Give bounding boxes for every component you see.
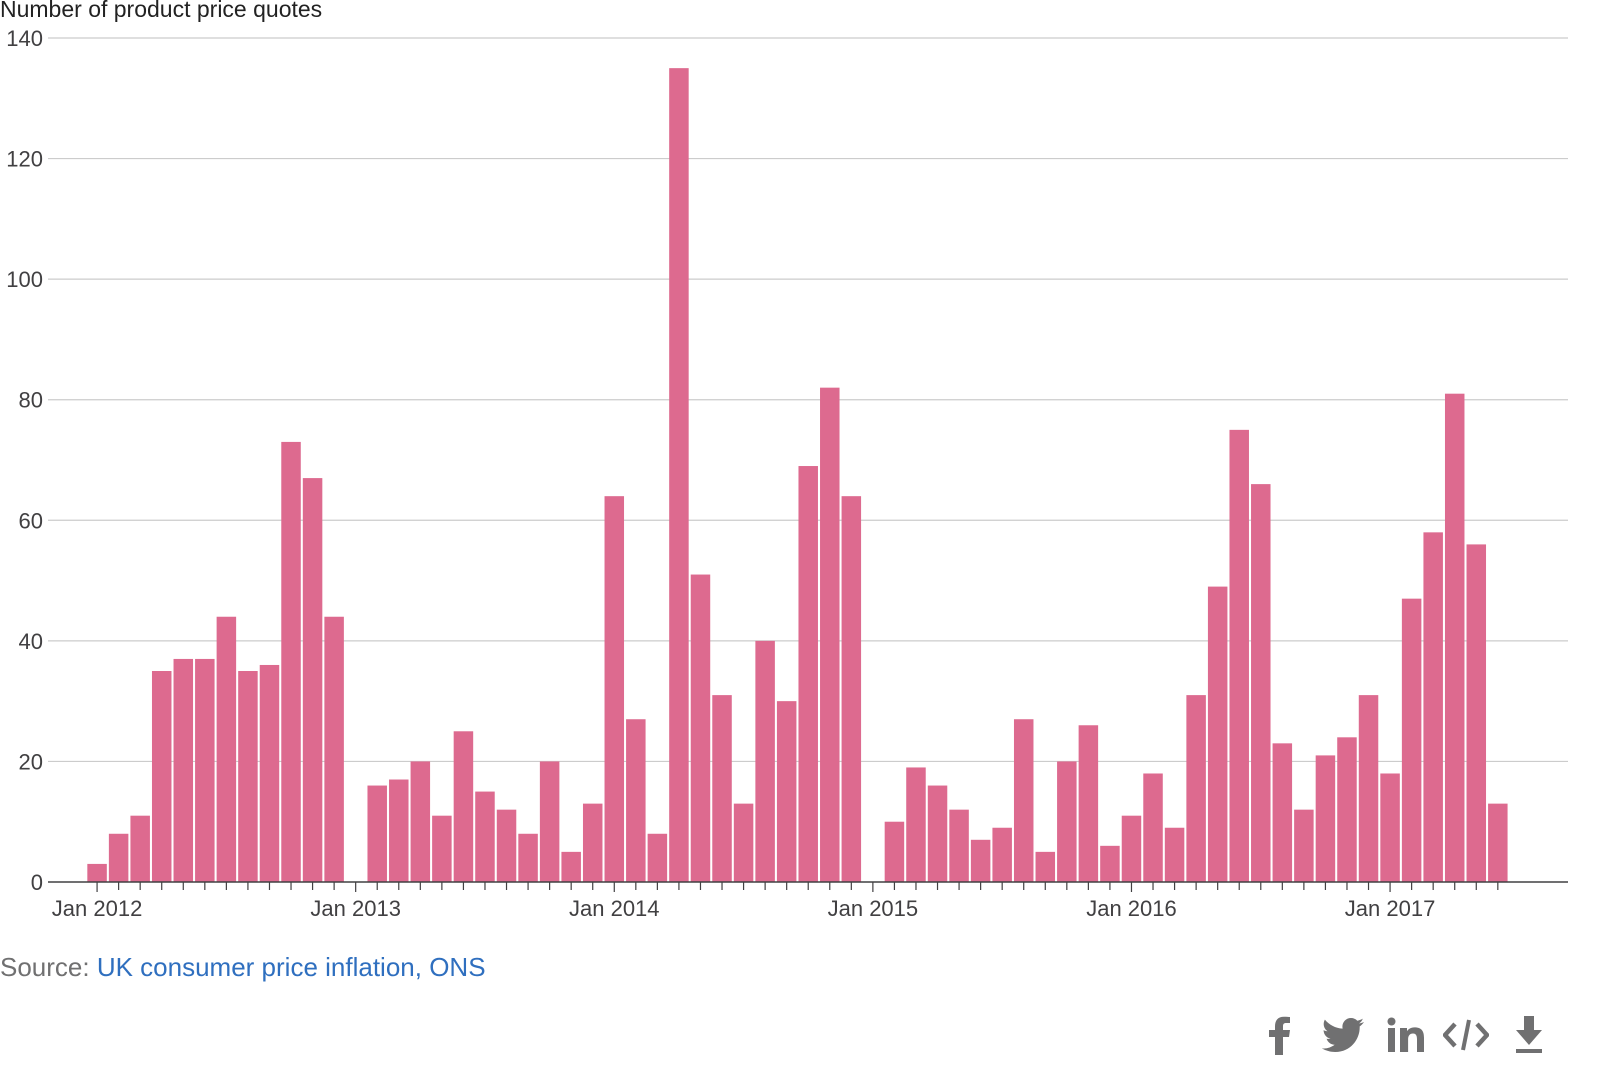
bar <box>1488 803 1508 882</box>
y-tick-label: 100 <box>6 267 43 292</box>
bar-chart: 0 20 40 60 80 100 120 140 Jan 2012 Jan 2013 Jan 20… <box>6 26 1568 921</box>
bar <box>130 815 150 882</box>
embed-code-button[interactable] <box>1442 1010 1490 1060</box>
bar <box>647 833 668 882</box>
bar <box>1444 393 1465 882</box>
bar <box>626 719 646 882</box>
bar <box>949 809 969 882</box>
bar <box>1078 725 1099 882</box>
bar <box>518 833 538 882</box>
bar <box>367 785 387 882</box>
facebook-share-button[interactable] <box>1262 1010 1298 1060</box>
bar <box>1294 809 1314 882</box>
bar <box>1121 815 1142 882</box>
bar <box>1380 773 1400 882</box>
chart-area: 0 20 40 60 80 100 120 140 Jan 2012 Jan 2013 Jan 20… <box>0 0 1568 921</box>
x-tick-label: Jan 2015 <box>828 896 919 921</box>
bar <box>561 851 581 882</box>
bar <box>151 671 172 882</box>
bar <box>927 785 948 882</box>
bar <box>195 658 215 882</box>
x-tick-label: Jan 2016 <box>1086 896 1177 921</box>
bar <box>776 701 797 882</box>
twitter-share-button[interactable] <box>1320 1010 1366 1060</box>
embed-code-icon <box>1443 1019 1489 1051</box>
y-axis-title: Number of product price quotes <box>0 0 323 22</box>
bar <box>1143 773 1163 882</box>
bar <box>87 863 107 882</box>
linkedin-share-button[interactable] <box>1385 1010 1427 1060</box>
bar <box>389 779 409 882</box>
source-label: Source: <box>0 952 97 982</box>
bar <box>238 671 258 882</box>
bar <box>302 478 323 882</box>
bar <box>906 767 926 882</box>
bar <box>1207 586 1228 882</box>
bar <box>173 658 194 882</box>
bar <box>1035 851 1056 882</box>
y-tick-label: 80 <box>19 388 43 413</box>
bar <box>582 803 603 882</box>
twitter-icon <box>1322 1018 1364 1052</box>
bar <box>432 815 452 882</box>
bar <box>1186 695 1206 882</box>
bar <box>324 616 344 882</box>
bar <box>669 68 689 882</box>
bar <box>475 791 495 882</box>
facebook-icon <box>1269 1016 1290 1055</box>
x-tick-label: Jan 2017 <box>1345 896 1436 921</box>
bar <box>1315 755 1336 882</box>
bar <box>108 833 129 882</box>
x-tick-label: Jan 2012 <box>52 896 143 921</box>
bar <box>1358 695 1379 882</box>
bar <box>841 496 862 882</box>
y-tick-label: 20 <box>19 749 43 774</box>
y-tick-label: 60 <box>19 508 43 533</box>
bar <box>1251 484 1271 882</box>
bar <box>1272 743 1293 882</box>
source-link[interactable]: UK consumer price inflation, ONS <box>96 952 486 982</box>
bar <box>970 839 991 882</box>
bar <box>798 466 818 882</box>
linkedin-icon <box>1387 1017 1424 1052</box>
bar <box>1229 429 1249 882</box>
bar <box>755 640 775 882</box>
bar <box>1013 719 1034 882</box>
bar <box>992 827 1012 882</box>
download-button[interactable] <box>1510 1010 1548 1060</box>
bar <box>884 821 905 882</box>
bar <box>1057 761 1077 882</box>
bar <box>216 616 237 882</box>
bar <box>1401 598 1422 882</box>
bar <box>281 441 301 882</box>
bar <box>410 761 431 882</box>
bar <box>1337 737 1357 882</box>
bar <box>453 731 474 882</box>
bar <box>496 809 517 882</box>
bar <box>712 695 732 882</box>
bar <box>1466 544 1487 882</box>
x-tick-label: Jan 2014 <box>569 896 660 921</box>
source-line: Source: UK consumer price inflation, ONS <box>0 952 486 983</box>
bar <box>1164 827 1185 882</box>
x-tick-label: Jan 2013 <box>310 896 401 921</box>
download-icon <box>1516 1016 1542 1053</box>
bar <box>539 761 560 882</box>
y-tick-label: 120 <box>6 147 43 172</box>
y-tick-label: 0 <box>31 870 43 895</box>
y-tick-label: 140 <box>6 26 43 51</box>
y-tick-label: 40 <box>19 629 43 654</box>
bar <box>1100 845 1120 882</box>
bar <box>604 496 625 882</box>
bar <box>690 574 711 882</box>
bar <box>259 664 280 882</box>
bar <box>733 803 754 882</box>
bar <box>820 387 840 882</box>
bar <box>1423 532 1443 882</box>
